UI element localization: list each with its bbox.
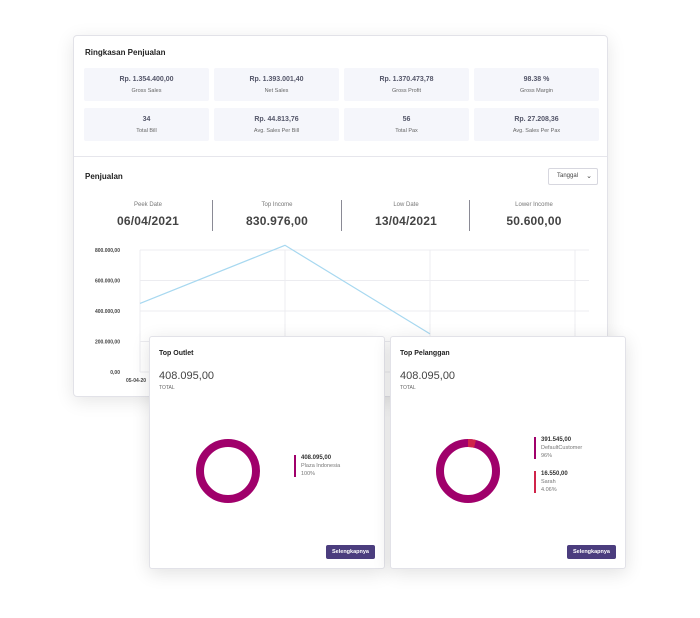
- legend-item-sarah: 16.550,00 Sarah 4.06%: [534, 471, 568, 493]
- summary-value: Rp. 44.813,76: [254, 116, 299, 123]
- chart-y-tick-label: 0,00: [110, 370, 120, 376]
- donut-slice: [436, 439, 500, 503]
- summary-value: Rp. 1.393.001,40: [249, 76, 304, 83]
- chart-series-line: [139, 244, 431, 335]
- summary-label: Avg. Sales Per Pax: [512, 128, 561, 134]
- summary-label: Net Sales: [264, 88, 289, 94]
- summary-card-gross-margin: 98.38 % Gross Margin: [474, 68, 599, 101]
- chevron-down-icon: ⌄: [586, 173, 592, 180]
- top-outlet-total: 408.095,00: [159, 370, 215, 382]
- legend-percent: 100%: [301, 471, 316, 477]
- top-outlet-title: Top Outlet: [159, 350, 194, 357]
- stat-top-income: Top Income 830.976,00: [213, 202, 341, 228]
- legend-value: 408.095,00: [301, 455, 332, 461]
- legend-name: Plaza Indonesia: [301, 463, 341, 469]
- top-pelanggan-donut-chart: [436, 439, 500, 503]
- summary-value: Rp. 1.354.400,00: [119, 76, 174, 83]
- summary-card-net-sales: Rp. 1.393.001,40 Net Sales: [214, 68, 339, 101]
- donut-slice: [196, 439, 260, 503]
- summary-card-total-pax: 56 Total Pax: [344, 108, 469, 141]
- top-outlet-donut-chart: [196, 439, 260, 503]
- top-pelanggan-card: Top Pelanggan 408.095,00 TOTAL 391.545,0…: [390, 336, 626, 569]
- section-divider: [74, 156, 607, 157]
- chart-x-tick-label: 05-04-20: [126, 378, 146, 384]
- summary-value: 56: [402, 116, 411, 123]
- legend-item-defaultcustomer: 391.545,00 DefaultCustomer 96%: [534, 437, 582, 459]
- stat-value: 50.600,00: [506, 214, 562, 228]
- donut-slice: [436, 439, 500, 503]
- stat-lower-income: Lower Income 50.600,00: [470, 202, 598, 228]
- chart-y-tick-label: 200.000,00: [95, 340, 120, 346]
- top-pelanggan-title: Top Pelanggan: [400, 350, 450, 357]
- stat-label: Low Date: [393, 202, 419, 208]
- stat-value: 13/04/2021: [374, 214, 438, 228]
- stat-separator: [341, 200, 342, 231]
- period-select[interactable]: Tanggal ⌄: [548, 168, 598, 185]
- summary-title: Ringkasan Penjualan: [85, 48, 166, 57]
- top-outlet-more-button[interactable]: Selengkapnya: [326, 545, 375, 559]
- summary-label: Gross Sales: [131, 88, 162, 94]
- legend-percent: 96%: [541, 453, 553, 459]
- top-pelanggan-more-button[interactable]: Selengkapnya: [567, 545, 616, 559]
- summary-label: Gross Profit: [391, 88, 422, 94]
- top-pelanggan-total: 408.095,00: [400, 370, 456, 382]
- stat-label: Lower Income: [515, 202, 553, 208]
- summary-card-gross-sales: Rp. 1.354.400,00 Gross Sales: [84, 68, 209, 101]
- stat-separator: [212, 200, 213, 231]
- summary-label: Total Pax: [395, 128, 418, 134]
- top-outlet-card: Top Outlet 408.095,00 TOTAL 408.095,00 P…: [149, 336, 385, 569]
- chart-y-tick-label: 800.000,00: [95, 248, 120, 254]
- stat-value: 06/04/2021: [116, 214, 180, 228]
- legend-name: DefaultCustomer: [541, 445, 583, 451]
- chart-y-tick-label: 400.000,00: [95, 309, 120, 315]
- legend-value: 16.550,00: [541, 471, 568, 477]
- stat-value: 830.976,00: [245, 214, 309, 228]
- stat-separator: [469, 200, 470, 231]
- summary-value: 34: [142, 116, 151, 123]
- summary-card-avg-sales-per-pax: Rp. 27.208,36 Avg. Sales Per Pax: [474, 108, 599, 141]
- summary-label: Total Bill: [136, 128, 157, 134]
- summary-card-total-bill: 34 Total Bill: [84, 108, 209, 141]
- summary-label: Avg. Sales Per Bill: [253, 128, 300, 134]
- summary-card-avg-sales-per-bill: Rp. 44.813,76 Avg. Sales Per Bill: [214, 108, 339, 141]
- summary-label: Gross Margin: [519, 88, 553, 94]
- summary-value: Rp. 27.208,36: [514, 116, 559, 123]
- chart-y-tick-label: 600.000,00: [95, 279, 120, 285]
- top-pelanggan-total-label: TOTAL: [400, 385, 416, 391]
- legend-name: Sarah: [541, 479, 556, 485]
- summary-card-gross-profit: Rp. 1.370.473,78 Gross Profit: [344, 68, 469, 101]
- summary-value: 98.38 %: [523, 76, 550, 83]
- legend-value: 391.545,00: [541, 437, 572, 443]
- stat-label: Top Income: [261, 202, 293, 208]
- legend-percent: 4.06%: [541, 487, 557, 493]
- top-outlet-total-label: TOTAL: [159, 385, 175, 391]
- stat-peek-date: Peek Date 06/04/2021: [84, 202, 212, 228]
- legend-item-plaza-indonesia: 408.095,00 Plaza Indonesia 100%: [294, 455, 340, 477]
- penjualan-title: Penjualan: [85, 172, 123, 181]
- stat-low-date: Low Date 13/04/2021: [342, 202, 470, 228]
- summary-value: Rp. 1.370.473,78: [379, 76, 434, 83]
- stat-label: Peek Date: [133, 202, 163, 208]
- period-select-value: Tanggal: [557, 173, 579, 179]
